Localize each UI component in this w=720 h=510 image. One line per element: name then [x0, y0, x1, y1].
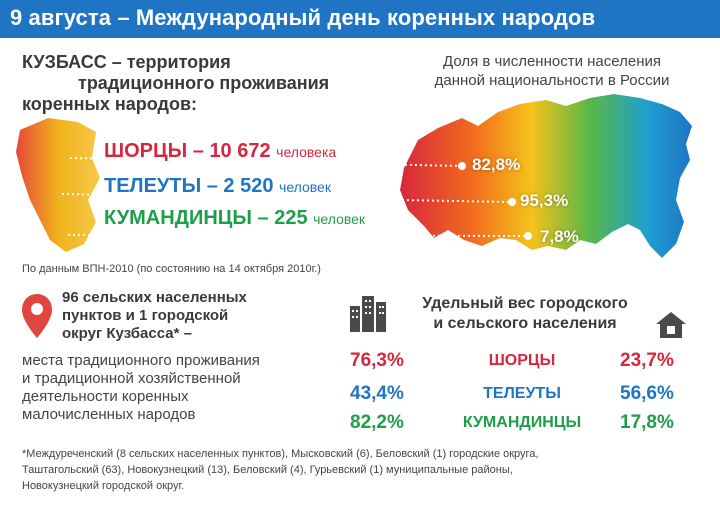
people-count: 10 672	[209, 140, 271, 162]
connector-line-shortsy	[69, 157, 463, 167]
connector-line-kumandintsy	[67, 234, 529, 237]
kuzbass-title-line: коренных народов:	[22, 94, 198, 114]
urban-rural-row-name: ШОРЦЫ	[488, 352, 556, 369]
kuzbass-title-line: традиционного проживания	[78, 73, 330, 93]
settlements-title-line: 96 сельских населенных	[62, 289, 247, 306]
settlements-title-line: пунктов и 1 городской	[62, 307, 229, 324]
people-name: ШОРЦЫ	[104, 140, 188, 162]
dot-teleuty	[508, 198, 516, 206]
people-count: 225	[274, 207, 308, 229]
people-unit: человек	[313, 211, 366, 227]
house-icon	[656, 312, 686, 338]
people-name: КУМАНДИНЦЫ	[104, 207, 252, 229]
share-title: Доля в численности населения данной наци…	[410, 52, 694, 90]
share-kumandintsy: 7,8%	[540, 227, 579, 246]
people-unit: человека	[276, 144, 337, 160]
people-unit: человек	[279, 179, 331, 195]
header-banner: 9 августа – Международный день коренных …	[0, 0, 720, 38]
urban-value: 43,4%	[350, 383, 404, 404]
settlements-desc: места традиционного проживания и традици…	[22, 352, 260, 424]
urban-value: 82,2%	[350, 412, 404, 433]
footnote-line: Новокузнецкий городской округ.	[22, 480, 185, 492]
settlements-desc-line: места традиционного проживания	[22, 352, 260, 369]
connector-line-teleuty	[61, 193, 513, 203]
dot-shortsy	[458, 162, 466, 170]
urban-rural-title: Удельный вес городского и сельского насе…	[394, 294, 656, 334]
share-teleuty: 95,3%	[520, 191, 569, 210]
urban-value: 76,3%	[350, 350, 404, 371]
rural-value: 17,8%	[620, 412, 674, 433]
maps-illustration	[16, 94, 692, 258]
kuzbass-map	[16, 118, 100, 252]
footnote-line: *Междуреченский (8 сельских населенных п…	[22, 448, 539, 460]
kuzbass-title-line: КУЗБАСС – территория	[22, 52, 231, 72]
people-teleuty: ТЕЛЕУТЫ – 2 520 человек	[104, 175, 331, 197]
settlements-desc-line: и традиционной хозяйственной	[22, 370, 241, 387]
share-title-line: Доля в численности населения	[443, 53, 661, 70]
share-shortsy: 82,8%	[472, 155, 521, 174]
dot-kumandintsy	[524, 232, 532, 240]
rural-value: 23,7%	[620, 350, 674, 371]
people-count: 2 520	[223, 175, 274, 197]
people-shortsy: ШОРЦЫ – 10 672 человека	[104, 140, 337, 162]
share-title-line: данной национальности в России	[434, 72, 670, 89]
kuzbass-title: КУЗБАСС – территория традиционного прожи…	[22, 52, 329, 115]
city-buildings-icon	[350, 296, 386, 332]
settlements-title: 96 сельских населенных пунктов и 1 город…	[62, 289, 247, 343]
settlements-desc-line: деятельности коренных	[22, 388, 189, 405]
footnote-line: Таштагольский (63), Новокузнецкий (13), …	[22, 464, 513, 476]
page-title: 9 августа – Международный день коренных …	[10, 5, 596, 30]
location-pin-icon	[22, 294, 52, 338]
urban-rural-title-line: и сельского населения	[433, 315, 617, 332]
urban-rural-row-name: КУМАНДИНЦЫ	[462, 414, 582, 431]
settlements-title-line: округ Кузбасса* –	[62, 325, 192, 342]
urban-rural-title-line: Удельный вес городского	[422, 295, 628, 312]
russia-map	[400, 94, 692, 258]
source-note: По данным ВПН-2010 (по состоянию на 14 о…	[22, 263, 321, 275]
settlements-desc-line: малочисленных народов	[22, 406, 196, 423]
rural-value: 56,6%	[620, 383, 674, 404]
people-name: ТЕЛЕУТЫ	[104, 175, 202, 197]
footnote: *Междуреченский (8 сельских населенных п…	[22, 446, 702, 494]
urban-rural-row-name: ТЕЛЕУТЫ	[483, 385, 561, 402]
people-kumandintsy: КУМАНДИНЦЫ – 225 человек	[104, 207, 366, 229]
